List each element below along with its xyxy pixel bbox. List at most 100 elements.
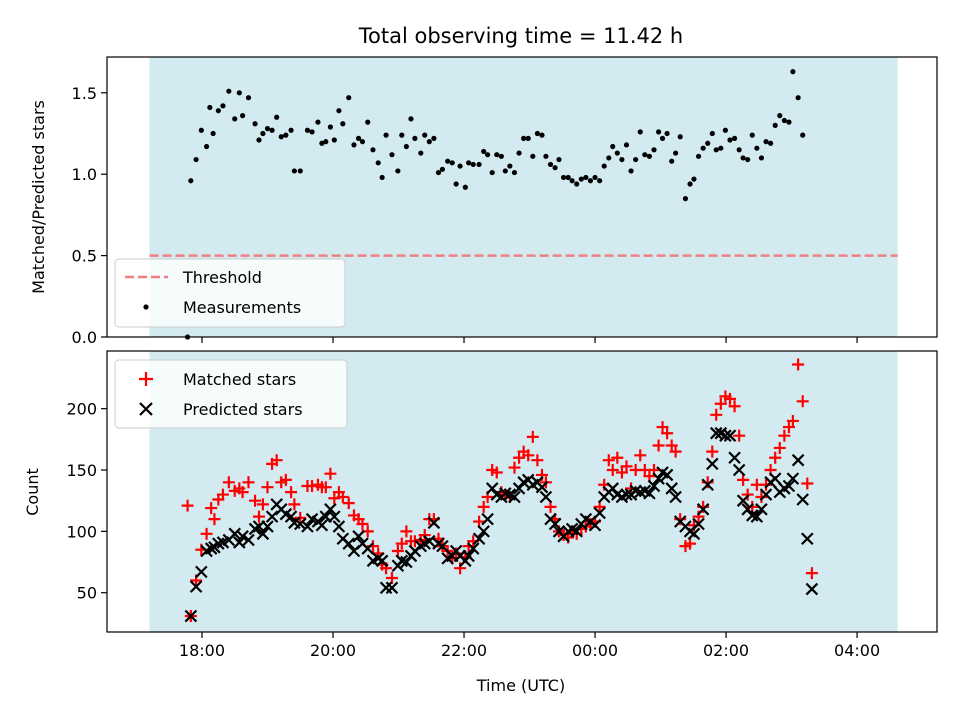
measurement-point (395, 168, 401, 174)
measurement-point (646, 153, 653, 159)
matched-star-point (342, 497, 355, 510)
bottom-points (181, 358, 819, 623)
matched-star-point (615, 466, 628, 479)
measurement-point (481, 148, 487, 155)
measurement-point (574, 181, 580, 187)
matched-star-point (634, 449, 647, 462)
x-axis-label: Time (UTC) (476, 676, 565, 695)
matched-star-point (796, 395, 809, 408)
predicted-star-point (786, 472, 800, 485)
measurement-point (309, 129, 315, 135)
measurement-point (365, 119, 371, 125)
measurement-point (418, 150, 424, 156)
measurement-point (705, 140, 711, 146)
top-axes-frame (106, 56, 938, 338)
measurement-point (351, 142, 357, 148)
measurement-point (359, 139, 366, 145)
legend-matched-swatch (139, 372, 153, 386)
predicted-star-point (472, 532, 486, 546)
measurement-point (494, 152, 500, 158)
matched-star-point (454, 562, 467, 575)
measurement-point (795, 95, 801, 101)
measurement-point (606, 155, 612, 161)
measurement-point (552, 165, 558, 171)
matched-star-point (733, 429, 746, 442)
measurement-point (315, 119, 321, 125)
predicted-star-point (204, 542, 218, 555)
measurement-point (346, 95, 352, 101)
measurement-point (188, 178, 194, 184)
measurement-point (256, 137, 262, 143)
predicted-star-point (660, 468, 674, 482)
measurement-point (370, 147, 376, 153)
matched-star-point (684, 537, 697, 550)
measurement-point (610, 143, 616, 150)
measurement-point (252, 121, 258, 127)
top-legend: Threshold Measurements (114, 258, 346, 328)
bottom-y-axis-label: Count (23, 468, 42, 516)
predicted-star-point (768, 472, 782, 485)
measurement-point (375, 160, 381, 166)
matched-star-point (792, 358, 805, 371)
measurement-point (408, 116, 414, 122)
predicted-star-point (805, 582, 819, 596)
predicted-star-point (796, 493, 809, 506)
x-tick-label: 22:00 (441, 641, 487, 660)
legend-predicted-label: Predicted stars (183, 400, 303, 419)
predicted-star-point (588, 518, 602, 532)
measurement-point (777, 113, 783, 119)
measurement-point (736, 147, 742, 153)
bottom-legend: Matched stars Predicted stars (114, 359, 348, 429)
top-y-tick-label: 0.0 (72, 328, 97, 347)
top-y-tick-label: 1.0 (72, 165, 97, 184)
top-y-tick-label: 1.5 (72, 84, 97, 103)
predicted-star-point (709, 426, 723, 440)
measurement-point (232, 116, 238, 122)
measurement-point (651, 147, 657, 153)
measurement-point (502, 168, 508, 174)
matched-star-point (490, 466, 503, 479)
bottom-x-ticks: 18:00 20:00 22:00 00:00 02:00 04:00 (179, 632, 880, 660)
predicted-star-point (732, 463, 746, 477)
measurement-point (403, 143, 409, 150)
measurement-point (713, 147, 719, 153)
measurement-point (731, 135, 738, 141)
measurement-point (677, 134, 683, 140)
measurement-point (659, 135, 666, 141)
bottom-legend-box (114, 359, 348, 429)
predicted-star-point (692, 517, 705, 531)
matched-star-point (714, 397, 727, 410)
predicted-star-point (801, 532, 814, 546)
matched-star-point (706, 445, 719, 458)
measurement-point (439, 166, 446, 172)
measurement-point (226, 88, 232, 94)
bottom-y-tick-label: 150 (66, 461, 97, 480)
matched-star-point (669, 445, 682, 458)
predicted-star-point (782, 479, 796, 493)
predicted-star-point (701, 478, 714, 492)
measurement-point (669, 158, 675, 164)
measurement-point (516, 150, 522, 156)
measurement-point (749, 132, 755, 138)
predicted-star-point (652, 472, 665, 485)
measurement-point (297, 168, 303, 174)
measurement-point (422, 132, 428, 138)
measurement-point (642, 152, 648, 158)
measurement-point (485, 152, 491, 158)
legend-measurements-swatch (143, 304, 149, 310)
top-y-ticks: 0.0 0.5 1.0 1.5 (72, 84, 107, 347)
matched-star-point (200, 527, 213, 540)
matched-star-point (786, 414, 799, 427)
measurement-point (633, 156, 639, 163)
matched-star-point (306, 479, 319, 492)
top-legend-box (114, 258, 346, 328)
matched-star-point (270, 454, 283, 467)
predicted-star-point (189, 580, 203, 593)
matched-star-point (508, 461, 521, 474)
measurement-point (628, 168, 634, 174)
measurement-point (269, 127, 275, 133)
measurement-point (727, 137, 733, 143)
predicted-star-point (332, 520, 346, 533)
predicted-star-point (665, 482, 678, 495)
